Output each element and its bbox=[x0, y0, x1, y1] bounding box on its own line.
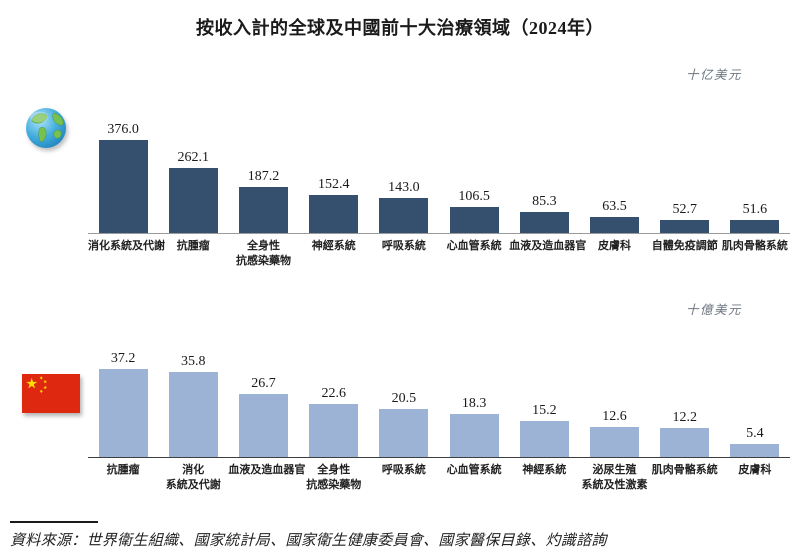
bar-column: 12.6 bbox=[579, 409, 649, 457]
china-flag-icon bbox=[22, 374, 80, 413]
bar-value-label: 12.6 bbox=[602, 409, 627, 425]
bar-value-label: 26.7 bbox=[251, 375, 276, 391]
bar bbox=[98, 140, 148, 233]
category-label: 肌肉骨骼系統 bbox=[651, 464, 718, 476]
bar-value-label: 85.3 bbox=[532, 193, 557, 209]
bar-value-label: 22.6 bbox=[321, 385, 346, 401]
global-bar-chart: 376.0 262.1 187.2 152.4 143.0 106.5 85.3 63.5 52… bbox=[88, 122, 790, 269]
china-bar-chart: 37.2 35.8 26.7 22.6 20.5 18.3 15.2 12.6 12.2 5.4 … bbox=[88, 349, 790, 493]
bar-column: 20.5 bbox=[369, 390, 439, 457]
bar-column: 51.6 bbox=[720, 202, 790, 233]
category-label: 血液及造血器官 bbox=[509, 240, 587, 252]
category-label: 全身性 抗感染藥物 bbox=[306, 464, 362, 491]
category-label: 呼吸系統 bbox=[381, 464, 426, 476]
bar bbox=[379, 408, 429, 457]
bar-value-label: 18.3 bbox=[461, 395, 487, 411]
bar-column: 15.2 bbox=[509, 403, 579, 457]
bar bbox=[98, 369, 148, 457]
bar-column: 85.3 bbox=[509, 194, 579, 233]
bar-column: 26.7 bbox=[228, 376, 298, 457]
bar bbox=[449, 206, 499, 233]
category-label: 皮膚科 bbox=[598, 240, 632, 252]
bar bbox=[239, 393, 288, 457]
bar bbox=[660, 428, 710, 457]
china-category-axis: 抗腫瘤 消化 系統及代謝 血液及造血器官 全身性 抗感染藥物 呼吸系統 心血管系統 神經系統… bbox=[88, 458, 790, 493]
bar bbox=[309, 195, 359, 233]
category-label: 消化系統及代謝 bbox=[88, 240, 165, 252]
bar-value-label: 187.2 bbox=[247, 168, 280, 184]
bar-value-label: 12.2 bbox=[672, 410, 697, 426]
global-unit-label: 十亿美元 bbox=[685, 68, 742, 82]
category-label: 心血管系統 bbox=[446, 240, 502, 252]
category-label: 神經系統 bbox=[522, 464, 567, 476]
bar bbox=[449, 413, 499, 457]
china-unit-label: 十億美元 bbox=[685, 303, 742, 317]
category-label: 呼吸系統 bbox=[381, 240, 426, 252]
source-divider bbox=[10, 521, 98, 523]
bar-value-label: 63.5 bbox=[602, 199, 627, 215]
bar-column: 35.8 bbox=[158, 354, 228, 457]
category-label: 肌肉骨骼系統 bbox=[721, 240, 788, 252]
bar-column: 187.2 bbox=[228, 169, 298, 233]
bar-column: 106.5 bbox=[439, 189, 509, 233]
bar-column: 152.4 bbox=[299, 177, 369, 233]
bar bbox=[379, 197, 429, 233]
bar-column: 262.1 bbox=[158, 150, 228, 233]
bar-column: 37.2 bbox=[88, 351, 158, 457]
category-label: 抗腫瘤 bbox=[176, 240, 210, 252]
category-label: 神經系統 bbox=[311, 240, 356, 252]
bar bbox=[730, 444, 780, 457]
bar bbox=[239, 186, 288, 233]
bar-column: 18.3 bbox=[439, 396, 509, 457]
bar-column: 5.4 bbox=[720, 426, 790, 457]
chart-title: 按收入計的全球及中國前十大治療領域（2024年） bbox=[196, 18, 604, 38]
category-label: 心血管系統 bbox=[446, 464, 502, 476]
bar-value-label: 376.0 bbox=[107, 122, 139, 137]
bar bbox=[168, 168, 218, 233]
china-bars-area: 37.2 35.8 26.7 22.6 20.5 18.3 15.2 12.6 12.2 5.4 bbox=[88, 349, 790, 458]
bar bbox=[309, 403, 359, 457]
bar bbox=[590, 427, 640, 457]
global-category-axis: 消化系統及代謝 抗腫瘤 全身性 抗感染藥物 神經系統 呼吸系統 心血管系統 血液及造血器官皮… bbox=[88, 234, 790, 269]
bar bbox=[168, 372, 218, 457]
bar bbox=[660, 220, 710, 233]
bar-value-label: 152.4 bbox=[317, 177, 350, 193]
bar bbox=[519, 211, 569, 233]
bar-value-label: 15.2 bbox=[532, 403, 557, 418]
bar-column: 63.5 bbox=[579, 199, 649, 233]
bar-value-label: 51.6 bbox=[742, 202, 768, 218]
bar bbox=[590, 217, 640, 233]
bar-value-label: 20.5 bbox=[391, 390, 417, 406]
source-note: 資料來源：世界衛生組織、國家統計局、國家衛生健康委員會、國家醫保目錄、灼識諮詢 bbox=[10, 533, 607, 549]
category-label: 全身性 抗感染藥物 bbox=[236, 240, 291, 267]
category-label: 自體免疫調節 bbox=[651, 240, 718, 252]
global-bars-area: 376.0 262.1 187.2 152.4 143.0 106.5 85.3 63.5 52… bbox=[88, 122, 790, 234]
globe-icon bbox=[26, 108, 66, 148]
bar-value-label: 37.2 bbox=[110, 351, 136, 366]
bar-value-label: 5.4 bbox=[746, 426, 764, 442]
bar-column: 376.0 bbox=[88, 122, 158, 233]
bar-column: 12.2 bbox=[650, 410, 720, 457]
bar-column: 143.0 bbox=[369, 180, 439, 233]
bar bbox=[519, 421, 569, 457]
bar-value-label: 262.1 bbox=[177, 150, 210, 166]
bar-value-label: 143.0 bbox=[388, 179, 420, 195]
bar-value-label: 52.7 bbox=[672, 202, 697, 217]
bar-value-label: 106.5 bbox=[458, 188, 490, 204]
category-label: 消化 系統及代謝 bbox=[165, 464, 221, 491]
category-label: 泌尿生殖 系統及性激素 bbox=[581, 464, 648, 491]
bar bbox=[730, 220, 780, 233]
bar-value-label: 35.8 bbox=[181, 354, 206, 370]
category-label: 皮膚科 bbox=[738, 464, 772, 476]
category-label: 抗腫瘤 bbox=[106, 464, 140, 476]
bar-column: 22.6 bbox=[299, 385, 369, 457]
bar-column: 52.7 bbox=[650, 202, 720, 233]
category-label: 血液及造血器官 bbox=[228, 464, 306, 476]
